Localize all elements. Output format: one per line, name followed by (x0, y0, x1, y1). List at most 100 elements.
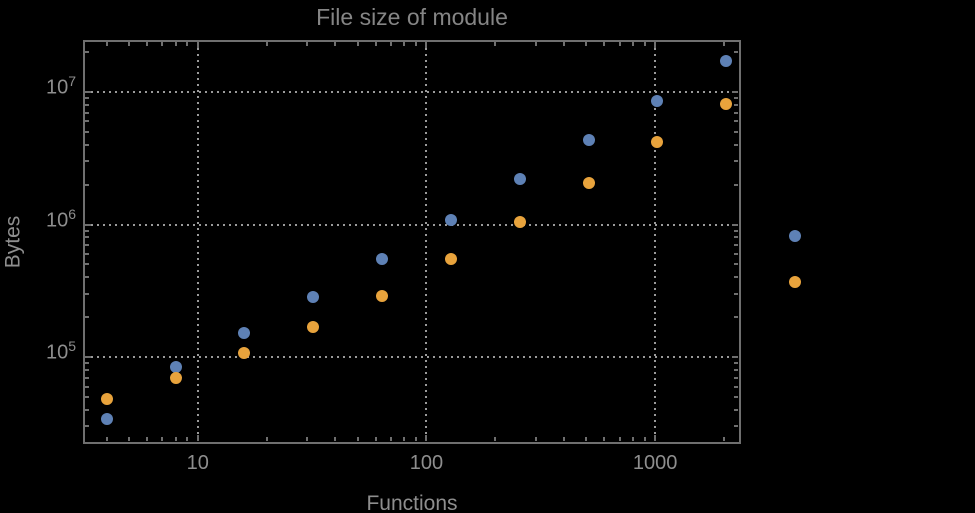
grid-line-vertical (425, 42, 428, 442)
data-point-blue (238, 327, 251, 340)
tick-mark-right (732, 223, 738, 226)
y-axis-label-wrap: Bytes (0, 40, 27, 444)
tick-mark-top (618, 42, 621, 46)
tick-mark-right (734, 160, 738, 163)
data-point-orange (720, 98, 733, 111)
tick-mark-bottom (186, 437, 189, 441)
tick-mark-top (403, 42, 406, 46)
tick-mark-right (734, 97, 738, 100)
tick-mark-right (734, 229, 738, 232)
tick-mark-left (85, 183, 89, 186)
tick-mark-top (356, 42, 359, 46)
data-point-orange (100, 393, 113, 406)
tick-mark-left (85, 130, 89, 133)
tick-mark-left (85, 316, 89, 319)
grid-line-horizontal (85, 223, 739, 226)
tick-mark-top (494, 42, 497, 46)
tick-mark-left (85, 396, 89, 399)
tick-mark-right (732, 91, 738, 94)
tick-mark-left (85, 120, 89, 123)
tick-mark-top (174, 42, 177, 46)
tick-mark-right (734, 111, 738, 114)
tick-mark-top (145, 42, 148, 46)
tick-mark-left (85, 356, 91, 359)
tick-mark-right (734, 292, 738, 295)
y-tick-exponent: 6 (68, 205, 76, 222)
tick-mark-right (734, 396, 738, 399)
tick-mark-top (196, 42, 199, 48)
tick-mark-top (127, 42, 130, 46)
x-tick-label-1000: 1000 (632, 452, 678, 474)
tick-mark-left (85, 51, 89, 54)
tick-mark-top (390, 42, 392, 46)
data-point-blue (376, 253, 389, 265)
tick-mark-bottom (374, 437, 377, 441)
tick-mark-right (734, 183, 738, 186)
tick-mark-bottom (722, 437, 725, 441)
grid-line-horizontal (85, 91, 739, 94)
data-point-orange (169, 372, 182, 385)
tick-mark-bottom (305, 437, 308, 441)
tick-mark-left (85, 263, 89, 266)
data-point-orange (307, 321, 320, 334)
data-point-blue (444, 213, 457, 226)
data-point-orange (513, 215, 526, 228)
tick-mark-right (734, 316, 738, 319)
tick-mark-bottom (603, 437, 606, 441)
tick-mark-bottom (174, 437, 177, 441)
tick-mark-bottom (654, 435, 657, 441)
tick-mark-right (734, 263, 738, 266)
tick-mark-top (105, 42, 108, 46)
tick-mark-right (734, 385, 738, 388)
tick-mark-left (85, 276, 89, 279)
grid-line-vertical (196, 42, 199, 442)
tick-mark-bottom (145, 437, 148, 441)
tick-mark-top (265, 42, 268, 46)
tick-mark-top (374, 42, 377, 46)
tick-mark-bottom (196, 435, 199, 441)
tick-mark-top (186, 42, 189, 46)
tick-mark-left (85, 143, 89, 146)
tick-mark-left (85, 292, 89, 295)
data-point-orange (651, 135, 664, 148)
tick-mark-top (631, 42, 634, 46)
y-tick-base: 10 (45, 341, 69, 364)
tick-mark-top (585, 42, 588, 46)
data-point-blue (513, 172, 526, 185)
tick-mark-right (734, 51, 738, 54)
data-point-orange (789, 275, 802, 288)
tick-mark-bottom (161, 437, 164, 441)
tick-mark-left (85, 160, 89, 163)
tick-mark-top (305, 42, 308, 46)
tick-mark-right (734, 244, 738, 247)
data-point-orange (238, 347, 251, 360)
tick-mark-bottom (127, 437, 130, 441)
tick-mark-left (85, 244, 89, 247)
plot-frame (83, 40, 741, 444)
tick-mark-bottom (631, 437, 634, 441)
tick-mark-right (734, 276, 738, 279)
tick-mark-right (734, 120, 738, 123)
tick-mark-bottom (390, 437, 392, 441)
tick-mark-right (734, 252, 738, 255)
tick-mark-top (654, 42, 657, 48)
tick-mark-top (161, 42, 164, 46)
tick-mark-right (734, 425, 738, 428)
y-tick-exponent: 7 (68, 72, 76, 89)
tick-mark-left (85, 385, 89, 388)
grid-line-horizontal (85, 356, 739, 359)
tick-mark-bottom (534, 437, 537, 441)
tick-mark-bottom (403, 437, 406, 441)
data-point-orange (444, 253, 457, 265)
tick-mark-bottom (618, 437, 621, 441)
tick-mark-right (734, 368, 738, 371)
data-point-blue (100, 413, 113, 426)
tick-mark-right (734, 103, 738, 106)
tick-mark-left (85, 236, 89, 239)
tick-mark-left (85, 97, 89, 100)
tick-mark-top (534, 42, 537, 46)
tick-mark-left (85, 103, 89, 106)
y-tick-exponent: 5 (68, 337, 76, 354)
data-point-orange (376, 289, 389, 302)
x-tick-label-10: 10 (186, 452, 209, 474)
